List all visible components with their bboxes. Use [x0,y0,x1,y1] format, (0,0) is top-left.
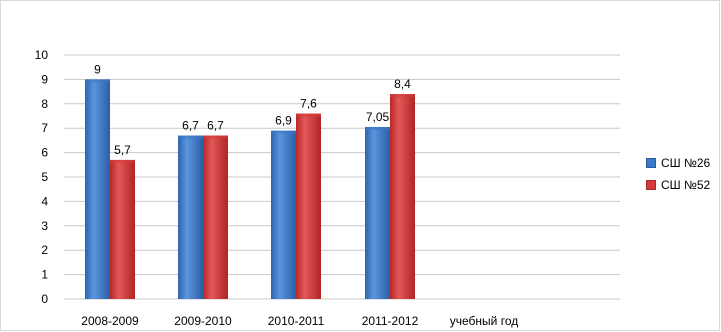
legend-swatch-series-2 [646,180,656,190]
y-tick-label: 6 [41,146,48,160]
bar-top [203,135,228,139]
grid-lines [64,54,620,300]
bar-series-1 [85,79,110,300]
data-label: 6,7 [182,119,199,133]
y-tick-label: 4 [41,194,48,208]
legend-item-series-2: СШ №52 [646,174,710,196]
legend-label-series-2: СШ №52 [661,178,711,192]
data-labels: 9 5,7 6,7 6,7 6,9 7,6 7,05 8,4 [94,62,411,157]
y-tick-label: 0 [41,292,48,306]
bar-top [110,159,135,163]
legend-item-series-1: СШ №26 [646,152,710,174]
bar-series-2 [296,113,321,299]
x-axis-ticks: 2008-2009 2009-2010 2010-2011 2011-2012 [81,314,418,328]
bar-series-1 [365,126,390,299]
data-label: 9 [94,62,101,76]
y-tick-label: 7 [41,121,48,135]
bar-series-2 [110,159,135,299]
bar-series-1 [271,130,296,299]
x-tick-label: 2011-2012 [362,314,419,328]
data-label: 6,7 [207,119,224,133]
data-label: 7,05 [366,110,390,124]
y-axis-ticks: 0 1 2 3 4 5 6 7 8 9 10 [35,48,49,306]
x-tick-label: 2008-2009 [81,314,139,328]
bar-top [178,135,203,139]
bar-top [390,94,415,98]
y-tick-label: 3 [41,219,48,233]
data-label: 7,6 [300,97,317,111]
x-axis-label: учебный год [450,314,518,328]
y-tick-label: 8 [41,97,48,111]
data-label: 8,4 [394,77,411,91]
y-tick-label: 10 [35,48,49,62]
y-tick-label: 9 [41,72,48,86]
legend-swatch-series-1 [646,158,656,168]
data-label: 5,7 [114,143,131,157]
y-tick-label: 1 [41,268,48,282]
data-label: 6,9 [275,114,292,128]
legend: СШ №26 СШ №52 [646,152,710,196]
y-tick-label: 5 [41,170,48,184]
legend-label-series-1: СШ №26 [661,156,711,170]
bar-top [296,113,321,117]
bar-series-1 [178,135,203,299]
x-tick-label: 2010-2011 [268,314,325,328]
bar-series-2 [390,94,415,299]
bars [85,79,415,300]
y-tick-label: 2 [41,243,48,257]
bar-series-2 [203,135,228,299]
x-tick-label: 2009-2010 [174,314,232,328]
bar-top [85,79,110,83]
bar-top [271,130,296,134]
bar-top [365,126,390,130]
